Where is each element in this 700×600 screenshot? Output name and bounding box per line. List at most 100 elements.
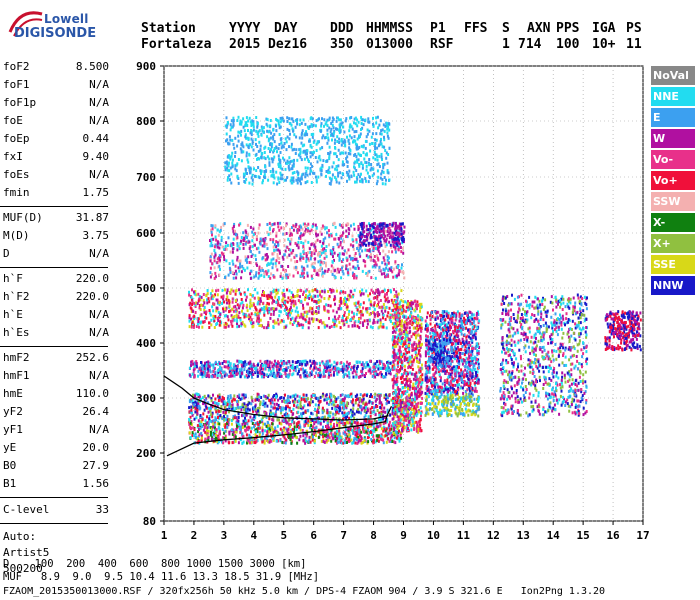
echo-point <box>210 252 213 256</box>
echo-point <box>291 178 294 182</box>
echo-point <box>212 314 215 318</box>
echo-point <box>359 254 362 258</box>
echo-point <box>290 410 293 413</box>
echo-point <box>286 300 289 304</box>
echo-point <box>232 237 235 241</box>
echo-point <box>308 309 311 313</box>
echo-point <box>229 362 232 366</box>
echo-point <box>372 259 375 262</box>
echo-point <box>233 232 236 236</box>
echo-point <box>362 292 365 296</box>
echo-point <box>309 172 312 176</box>
echo-point <box>310 424 313 427</box>
echo-point <box>258 431 261 435</box>
echo-point <box>324 252 327 256</box>
echo-point <box>190 295 193 299</box>
echo-point <box>344 438 347 442</box>
echo-point <box>385 440 388 444</box>
echo-point <box>317 306 320 310</box>
echo-point <box>389 318 392 322</box>
echo-point <box>253 296 256 300</box>
echo-point <box>276 241 279 245</box>
param-value: 1.75 <box>82 186 110 199</box>
header-value: 2015 <box>229 37 261 52</box>
echo-point <box>333 360 336 364</box>
echo-point <box>362 240 365 244</box>
echo-point <box>258 302 261 306</box>
echo-point <box>395 436 398 440</box>
echo-point <box>377 373 380 377</box>
echo-point <box>233 315 236 318</box>
echo-point <box>279 310 282 314</box>
echo-point <box>275 407 278 411</box>
echo-point <box>244 364 247 368</box>
echo-point <box>372 441 375 445</box>
echo-point <box>221 245 224 249</box>
echo-point <box>362 242 365 246</box>
echo-point <box>325 440 328 444</box>
echo-point <box>196 424 199 428</box>
echo-point <box>265 361 268 365</box>
echo-point <box>237 158 240 161</box>
echo-point <box>386 408 389 412</box>
echo-point <box>192 368 195 372</box>
echo-point <box>242 312 245 316</box>
echo-point <box>271 266 274 270</box>
echo-point <box>376 436 379 440</box>
echo-point <box>223 370 226 374</box>
echo-point <box>233 366 236 370</box>
echo-point <box>248 261 251 264</box>
echo-point <box>381 233 384 237</box>
echo-point <box>327 171 330 175</box>
echo-point <box>245 362 248 366</box>
echo-point <box>245 298 247 302</box>
echo-point <box>329 369 332 372</box>
echo-point <box>287 414 290 418</box>
echo-point <box>274 261 277 265</box>
echo-point <box>231 250 234 254</box>
echo-point <box>357 173 360 177</box>
echo-point <box>235 313 238 317</box>
x-tick-label: 15 <box>577 529 590 542</box>
echo-point <box>275 231 278 235</box>
echo-point <box>234 292 237 296</box>
echo-point <box>349 243 352 247</box>
echo-point <box>212 363 215 367</box>
echo-point <box>261 244 264 248</box>
echo-point <box>251 371 254 375</box>
echo-point <box>283 361 286 365</box>
echo-point <box>315 366 318 370</box>
echo-point <box>254 243 256 247</box>
echo-point <box>249 364 252 368</box>
param-name: D <box>3 247 10 260</box>
echo-point <box>320 260 323 264</box>
echo-point <box>338 429 341 433</box>
echo-point <box>239 438 242 442</box>
echo-point <box>378 411 381 415</box>
echo-point <box>309 257 312 261</box>
echo-point <box>261 152 264 155</box>
echo-point <box>391 322 394 325</box>
echo-point <box>268 221 271 225</box>
echo-point <box>246 236 248 239</box>
echo-point <box>360 441 363 445</box>
echo-point <box>360 370 363 374</box>
echo-point <box>193 403 196 407</box>
echo-point <box>382 229 385 233</box>
echo-point <box>309 397 312 401</box>
echo-point <box>357 225 360 228</box>
echo-point <box>197 430 200 434</box>
echo-point <box>331 260 334 264</box>
param-row: hmF2 252.6 <box>3 351 109 367</box>
echo-point <box>268 161 271 165</box>
echo-point <box>222 295 225 299</box>
echo-point <box>333 295 336 299</box>
echo-point <box>331 173 334 177</box>
echo-point <box>228 310 231 313</box>
echo-point <box>328 433 331 436</box>
echo-point <box>199 308 202 311</box>
echo-point <box>377 319 380 323</box>
echo-point <box>286 432 289 436</box>
echo-point <box>372 226 375 229</box>
echo-point <box>391 412 394 416</box>
